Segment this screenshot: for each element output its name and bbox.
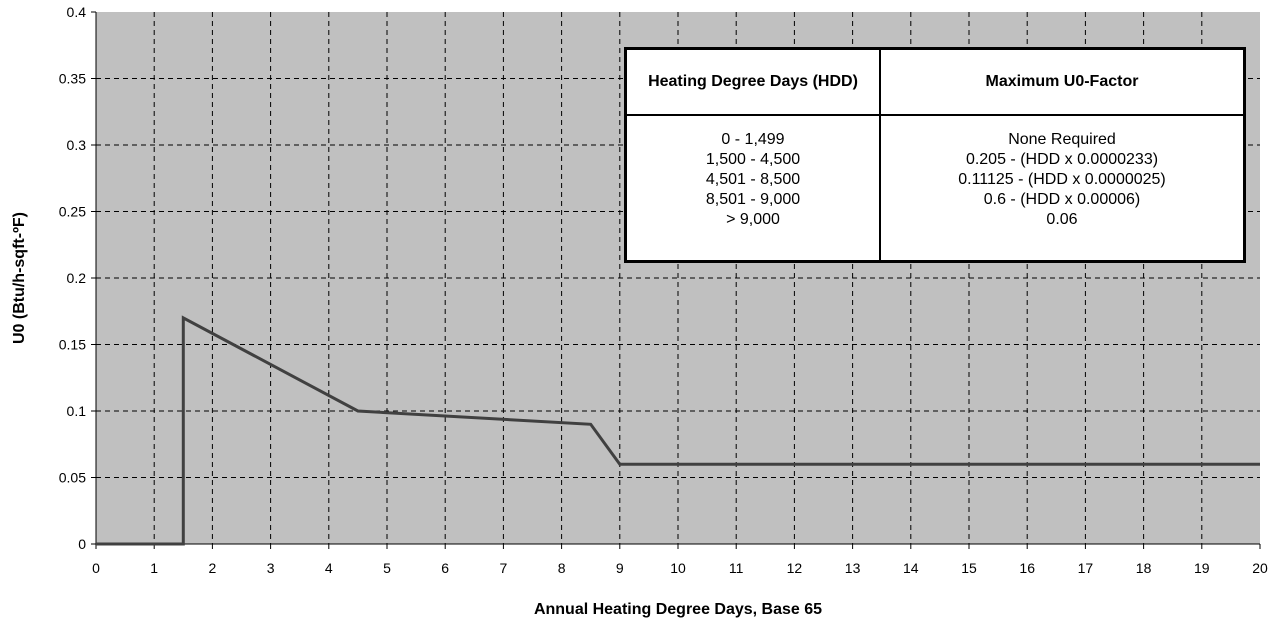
y-tick-label: 0.4: [67, 4, 87, 20]
x-tick-label: 13: [845, 560, 861, 576]
x-tick-label: 3: [267, 560, 275, 576]
x-axis-title: Annual Heating Degree Days, Base 65: [534, 601, 822, 618]
x-tick-label: 6: [441, 560, 449, 576]
tick-labels: 0 1 2 3 4 5 6 7 8 9 10 11 12 13 14 15 16 17 18 19 2000.050.1…: [59, 4, 1268, 576]
x-tick-label: 2: [209, 560, 217, 576]
table-cell: 1,500 - 4,500: [705, 151, 801, 168]
table-hdd-column: 0 - 1,499 1,500 - 4,500 4,501 - 8,500 8,…: [625, 115, 881, 262]
table-cell: 0 - 1,499: [721, 131, 785, 148]
x-tick-label: 15: [961, 560, 977, 576]
y-tick-label: 0.15: [59, 337, 86, 353]
table-header-row: Heating Degree Days (HDD) Maximum U0-Fac…: [625, 48, 1245, 116]
y-tick-label: 0.05: [59, 470, 86, 486]
table-cell: 0.6 - (HDD x 0.00006): [983, 191, 1141, 208]
x-tick-label: 20: [1252, 560, 1268, 576]
gridlines: [96, 12, 1260, 544]
table-header-u0: Maximum U0-Factor: [880, 48, 1245, 116]
y-tick-label: 0.25: [59, 204, 86, 220]
x-tick-label: 19: [1194, 560, 1210, 576]
x-tick-label: 10: [670, 560, 686, 576]
y-tick-label: 0.3: [67, 137, 87, 153]
x-tick-label: 7: [500, 560, 508, 576]
x-tick-label: 0: [92, 560, 100, 576]
x-tick-label: 17: [1078, 560, 1094, 576]
x-tick-label: 16: [1019, 560, 1035, 576]
table-header-hdd: Heating Degree Days (HDD): [625, 48, 881, 116]
x-tick-label: 12: [787, 560, 803, 576]
table-cell: 0.11125 - (HDD x 0.0000025): [958, 171, 1166, 188]
table-header-u0-text: Maximum U0-Factor: [985, 73, 1139, 90]
table-u0-column: None Required 0.205 - (HDD x 0.0000233) …: [880, 115, 1245, 262]
series: [96, 315, 1260, 546]
x-tick-label: 14: [903, 560, 919, 576]
axes: [91, 11, 1261, 549]
criteria-table: Heating Degree Days (HDD) Maximum U0-Fac…: [624, 47, 1246, 263]
x-tick-label: 11: [729, 560, 744, 576]
x-tick-label: 9: [616, 560, 624, 576]
x-tick-label: 5: [383, 560, 391, 576]
x-tick-label: 18: [1136, 560, 1152, 576]
table-body-row: 0 - 1,499 1,500 - 4,500 4,501 - 8,500 8,…: [625, 115, 1245, 262]
y-tick-label: 0.1: [67, 403, 87, 419]
table-cell: 0.205 - (HDD x 0.0000233): [965, 151, 1159, 168]
x-tick-label: 1: [150, 560, 158, 576]
series-line: [96, 315, 1260, 546]
x-tick-label: 8: [558, 560, 566, 576]
y-tick-label: 0.2: [67, 270, 87, 286]
table-cell: 4,501 - 8,500: [705, 171, 801, 188]
y-tick-label: 0.35: [59, 71, 86, 87]
y-tick-label: 0: [78, 536, 86, 552]
y-axis-title: U0 (Btu/h-sqft-ºF): [11, 212, 28, 344]
table-cell: > 9,000: [726, 211, 780, 228]
table-header-hdd-text: Heating Degree Days (HDD): [648, 73, 858, 90]
table-cell: 8,501 - 9,000: [705, 191, 801, 208]
x-tick-label: 4: [325, 560, 333, 576]
table-cell: 0.06: [1046, 211, 1078, 228]
table-cell: None Required: [1008, 131, 1116, 148]
